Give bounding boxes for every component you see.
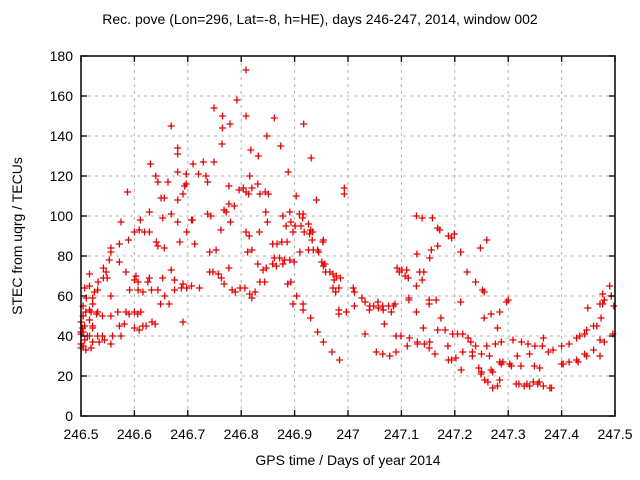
y-tick-label: 140	[50, 128, 74, 144]
x-tick-label: 246.5	[63, 426, 98, 442]
y-tick-label: 40	[57, 328, 73, 344]
y-tick-label: 180	[50, 48, 74, 64]
y-tick-label: 60	[57, 288, 73, 304]
y-tick-label: 20	[57, 368, 73, 384]
data-points	[77, 66, 618, 392]
plot-border	[80, 55, 616, 417]
y-tick-label: 120	[50, 168, 74, 184]
y-tick-label: 100	[50, 208, 74, 224]
x-tick-label: 247.4	[544, 426, 579, 442]
y-tick-label: 160	[50, 88, 74, 104]
y-tick-label: 0	[65, 408, 73, 424]
chart-title: Rec. pove (Lon=296, Lat=-8, h=HE), days …	[102, 11, 538, 27]
x-tick-label: 246.7	[170, 426, 205, 442]
x-tick-label: 247.1	[384, 426, 419, 442]
x-tick-label: 247.3	[491, 426, 526, 442]
x-axis-label: GPS time / Days of year 2014	[255, 452, 441, 468]
y-tick-label: 80	[57, 248, 73, 264]
x-tick-label: 247	[336, 426, 360, 442]
x-tick-label: 246.6	[117, 426, 152, 442]
x-tick-label: 246.8	[224, 426, 259, 442]
x-tick-label: 247.2	[437, 426, 472, 442]
x-tick-label: 247.5	[597, 426, 632, 442]
x-tick-label: 246.9	[277, 426, 312, 442]
